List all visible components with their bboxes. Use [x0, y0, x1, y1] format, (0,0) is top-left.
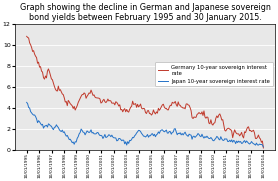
Line: Germany 10-year sovereign interest
rate: Germany 10-year sovereign interest rate — [27, 36, 263, 148]
Germany 10-year sovereign interest
rate — [182, 107, 185, 109]
Title: Graph showing the decline in German and Japanese sovereign
bond yields between F: Graph showing the decline in German and … — [19, 3, 270, 22]
Japan 10-year sovereign interest rate — [25, 101, 28, 104]
Germany 10-year sovereign interest
rate — [262, 147, 265, 149]
Japan 10-year sovereign interest rate — [245, 140, 248, 142]
Japan 10-year sovereign interest rate — [63, 131, 66, 133]
Germany 10-year sovereign interest
rate — [35, 56, 38, 59]
Germany 10-year sovereign interest
rate — [41, 71, 44, 73]
Germany 10-year sovereign interest
rate — [105, 100, 108, 102]
Legend: Germany 10-year sovereign interest
rate, Japan 10-year sovereign interest rate: Germany 10-year sovereign interest rate,… — [155, 62, 273, 86]
Japan 10-year sovereign interest rate — [35, 118, 38, 120]
Germany 10-year sovereign interest
rate — [63, 97, 66, 99]
Germany 10-year sovereign interest
rate — [25, 35, 28, 37]
Japan 10-year sovereign interest rate — [41, 123, 44, 125]
Japan 10-year sovereign interest rate — [105, 136, 108, 138]
Japan 10-year sovereign interest rate — [262, 146, 265, 148]
Line: Japan 10-year sovereign interest rate: Japan 10-year sovereign interest rate — [27, 102, 263, 147]
Germany 10-year sovereign interest
rate — [245, 129, 248, 131]
Japan 10-year sovereign interest rate — [182, 134, 185, 136]
